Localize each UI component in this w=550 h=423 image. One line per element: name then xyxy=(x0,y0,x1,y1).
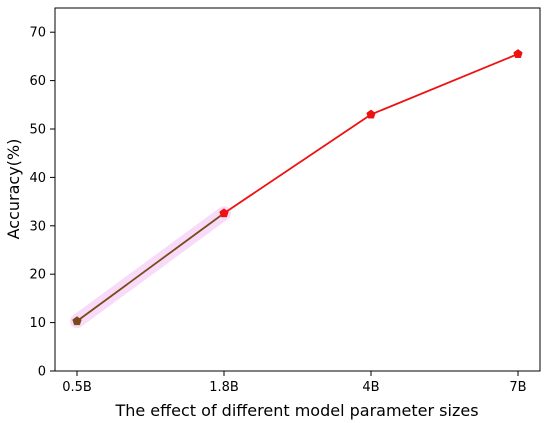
data-point-marker xyxy=(366,109,376,119)
data-point-marker xyxy=(72,316,82,326)
x-tick-label: 4B xyxy=(362,380,379,395)
series-line-segment xyxy=(76,212,225,322)
data-point-marker xyxy=(219,208,229,218)
plot-frame xyxy=(54,7,541,372)
y-tick-label: 60 xyxy=(29,74,46,89)
series-line-segment xyxy=(370,53,519,116)
data-point-marker xyxy=(513,49,523,58)
x-tick-label: 7B xyxy=(509,380,526,395)
y-tick-label: 10 xyxy=(29,316,46,331)
y-tick-label: 0 xyxy=(38,365,46,380)
x-tick-label: 0.5B xyxy=(62,380,92,395)
y-tick-label: 50 xyxy=(29,123,46,138)
x-axis-label: The effect of different model parameter … xyxy=(114,401,478,420)
x-tick-label: 1.8B xyxy=(209,380,239,395)
y-axis-label: Accuracy(%) xyxy=(4,139,23,240)
y-tick-label: 40 xyxy=(29,171,46,186)
y-tick-label: 20 xyxy=(29,268,46,283)
y-tick-label: 30 xyxy=(29,219,46,234)
x-axis-ticks: 0.5B 1.8B 4B 7B xyxy=(62,371,527,395)
y-tick-label: 70 xyxy=(29,26,46,41)
series-line-segment xyxy=(223,113,372,214)
series-layer xyxy=(70,49,523,329)
y-axis-ticks: 0 10 20 30 40 50 60 70 xyxy=(29,26,55,380)
